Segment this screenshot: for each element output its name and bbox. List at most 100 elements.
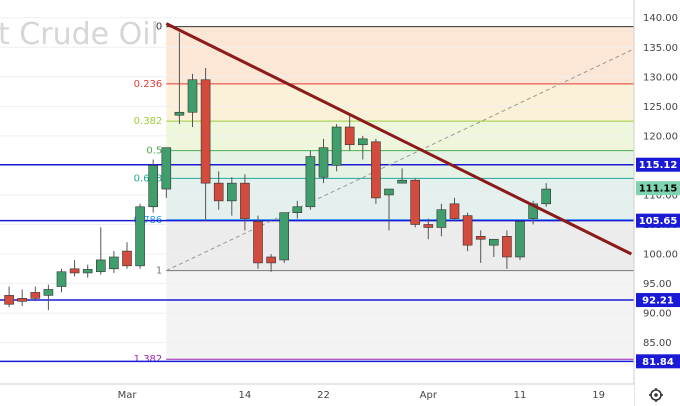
candle — [135, 203, 145, 269]
candle — [266, 254, 276, 272]
candle-body — [488, 238, 499, 246]
candle-body — [266, 256, 276, 264]
candle-body — [410, 179, 421, 225]
candle — [227, 177, 237, 216]
candle — [148, 159, 158, 213]
candle-body — [371, 141, 381, 199]
candle — [96, 227, 106, 275]
price-badge — [636, 157, 680, 172]
candle — [69, 259, 80, 277]
candle — [371, 138, 381, 204]
candle — [30, 286, 41, 302]
candle-body — [30, 292, 41, 299]
candle — [161, 147, 172, 198]
candle — [305, 150, 316, 210]
candle-body — [82, 269, 93, 274]
candle-body — [200, 79, 211, 184]
fib-label: 0.5 — [146, 146, 162, 157]
candle — [410, 178, 421, 228]
y-tick-label: 125.00 — [643, 102, 678, 113]
x-tick-label: 14 — [239, 390, 252, 401]
fib-label: 1 — [156, 266, 162, 277]
candle-body — [17, 298, 28, 302]
y-tick-label: 100.00 — [643, 250, 678, 261]
candle — [541, 183, 552, 207]
candle — [174, 32, 185, 125]
price-badge-label: 92.21 — [642, 296, 674, 307]
last-price-label: 111.15 — [639, 184, 678, 195]
candle — [423, 218, 434, 240]
fib-label: 0.236 — [134, 79, 163, 90]
candle-body — [135, 206, 145, 267]
candle-body — [305, 156, 316, 208]
chart-background — [0, 17, 635, 360]
price-badge — [636, 354, 680, 369]
candle-body — [279, 212, 290, 261]
diagonal-line — [166, 49, 632, 272]
candle-body — [397, 179, 407, 184]
y-tick-label: 120.00 — [643, 131, 678, 142]
y-tick-label: 135.00 — [643, 43, 678, 54]
chart-title: t Crude Oil — [0, 17, 159, 52]
candle — [213, 171, 224, 210]
candle-body — [4, 295, 14, 305]
candle — [488, 238, 499, 257]
horizontal-lines — [0, 163, 634, 363]
price-badges: 115.12 105.65 92.21 81.84 111.15 — [636, 157, 680, 369]
fib-label: 0.618 — [134, 173, 163, 184]
candle — [357, 135, 368, 160]
x-tick-label: 22 — [317, 390, 330, 401]
candle — [318, 138, 329, 184]
candle-body — [423, 224, 434, 228]
candle-body — [475, 236, 486, 240]
gear-icon[interactable] — [649, 388, 663, 402]
fib-band — [166, 270, 635, 360]
candlesticks — [4, 32, 552, 311]
candle-body — [449, 203, 460, 219]
price-badge-label: 81.84 — [642, 357, 674, 368]
fib-label: 0.382 — [134, 116, 163, 127]
candle — [384, 188, 394, 231]
candle — [331, 124, 342, 172]
y-tick-label: 130.00 — [643, 72, 678, 83]
candle — [475, 230, 486, 263]
candle — [436, 203, 447, 237]
candle-body — [331, 126, 342, 166]
candle — [279, 212, 290, 263]
time-axis: Mar 14 22 Apr 11 19 — [0, 383, 634, 406]
candle-body — [462, 215, 473, 246]
candle-body — [318, 147, 329, 178]
y-tick-label: 140.00 — [643, 13, 678, 24]
candle-body — [240, 182, 250, 219]
candle-body — [148, 165, 158, 208]
candle-body — [161, 147, 172, 190]
candle-body — [227, 182, 237, 202]
fib-label: 1.382 — [134, 354, 163, 365]
y-tick-label: 110.00 — [643, 190, 678, 201]
candle-body — [187, 79, 198, 113]
price-badge-label: 105.65 — [639, 216, 678, 227]
candle-body — [253, 221, 263, 264]
time-axis-panel — [0, 384, 634, 406]
candle-body — [56, 271, 67, 287]
fib-band — [166, 219, 635, 271]
candle-body — [174, 111, 185, 116]
candle-body — [292, 206, 303, 213]
y-tick-label: 95.00 — [643, 279, 672, 290]
candle — [449, 197, 460, 222]
candle — [56, 268, 67, 293]
x-tick-label: Mar — [118, 390, 138, 401]
candle-body — [213, 182, 224, 202]
x-tick-label: Apr — [420, 390, 438, 401]
candle-body — [541, 188, 552, 205]
candle — [82, 264, 93, 278]
candle-body — [109, 256, 119, 270]
candle — [17, 289, 28, 307]
y-tick-label: 85.00 — [643, 338, 672, 349]
price-badge — [636, 293, 680, 308]
x-tick-label: 19 — [592, 390, 605, 401]
fib-label: 0 — [156, 22, 162, 33]
dashed-diagonal — [166, 49, 632, 272]
